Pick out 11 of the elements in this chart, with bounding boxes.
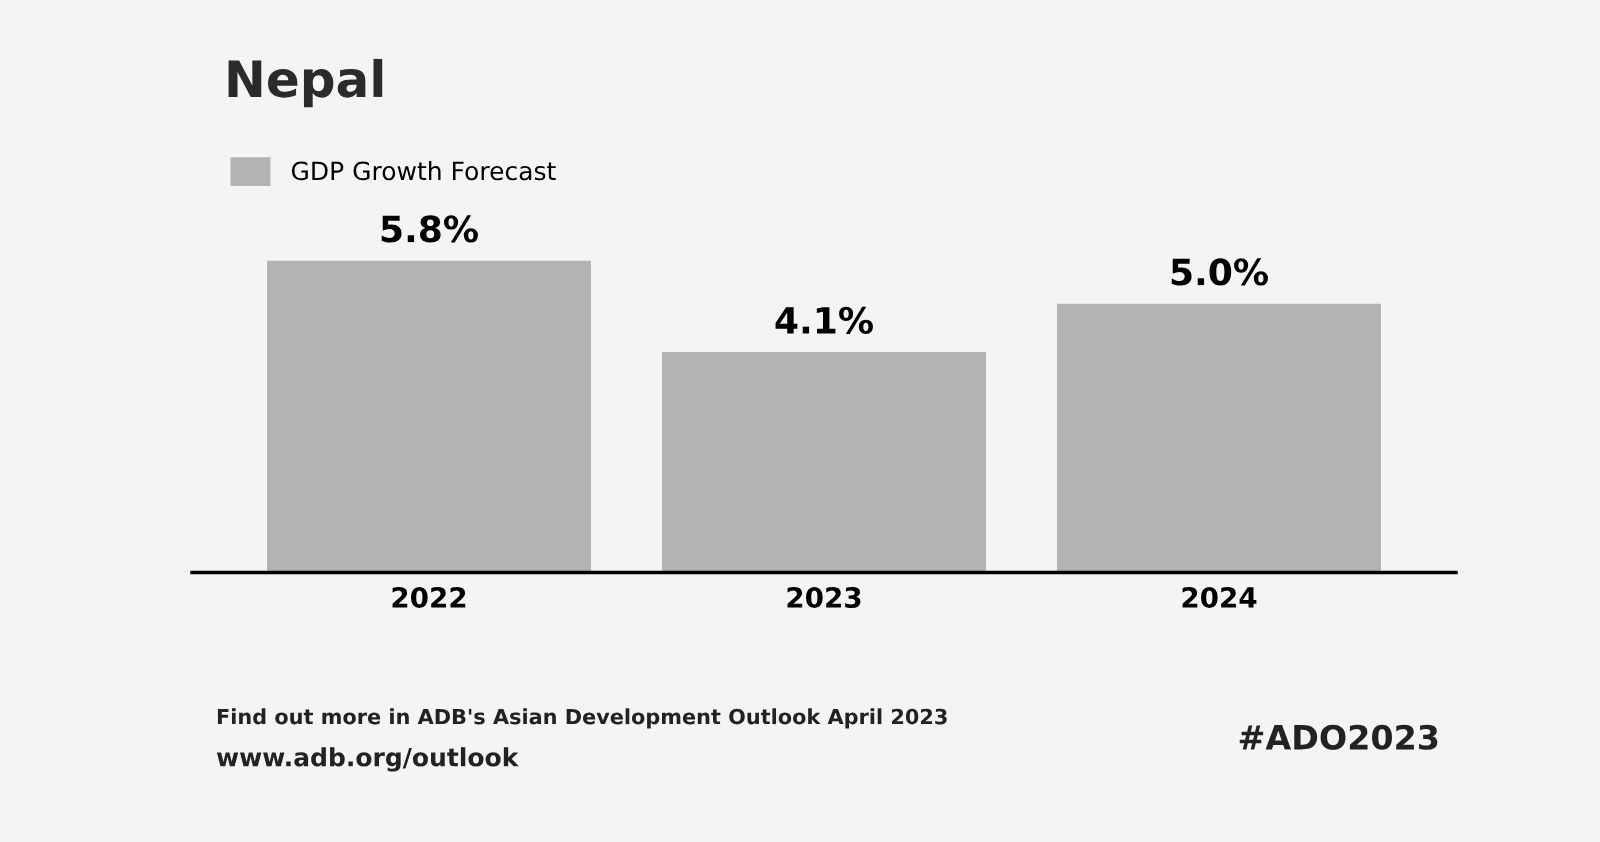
data-label: 5.0% (1171, 258, 1268, 286)
text: #ADO2023 (1239, 724, 1438, 750)
chart-title: Nepal (228, 58, 383, 108)
data-label: 5.8% (381, 215, 478, 243)
text: www.adb.org/outlook (216, 747, 519, 772)
data-label: 4.1% (775, 306, 873, 335)
legend-label: GDP Growth Forecast (291, 160, 556, 181)
x-tick-label: 2023 (787, 586, 861, 608)
x-tick-label: 2022 (392, 586, 466, 608)
x-tick-label: 2024 (1182, 586, 1257, 608)
text: Find out more in ADB's Asian Development Outlook April 2023 (217, 708, 947, 729)
